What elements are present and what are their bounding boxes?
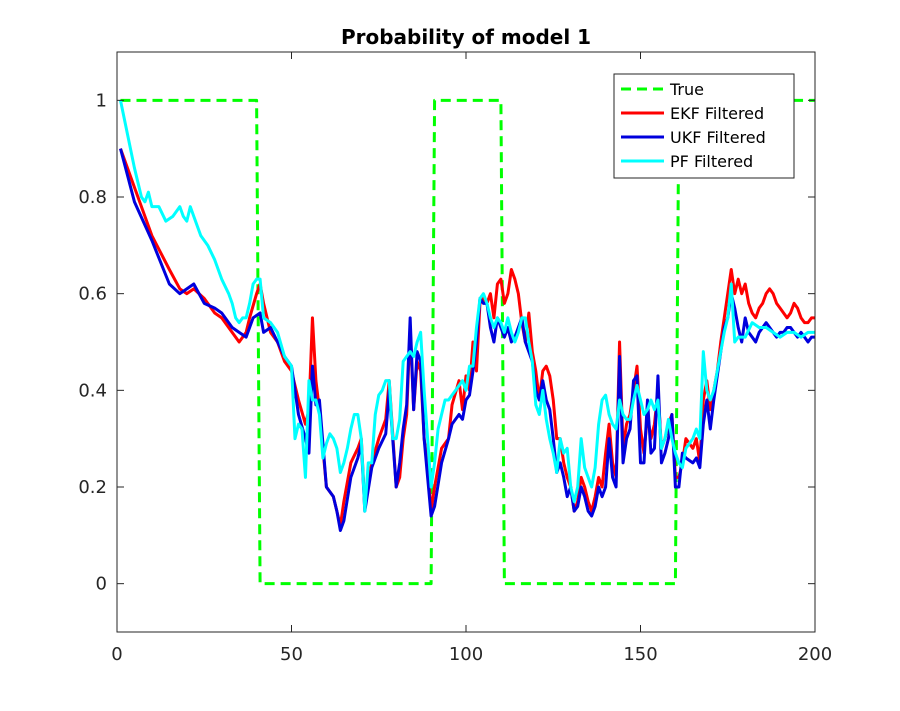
legend: True EKF Filtered UKF Filtered PF Filtered	[613, 73, 795, 179]
y-tick-label: 1	[96, 90, 107, 111]
x-tick-label: 0	[111, 644, 122, 665]
series-line-pf-filtered	[119, 100, 815, 513]
y-tick-label: 0.2	[78, 477, 107, 498]
x-tick-label: 150	[623, 644, 657, 665]
y-tick-label: 0.4	[78, 380, 107, 401]
legend-entry-label: True	[669, 80, 704, 99]
legend-entry-label: EKF Filtered	[670, 104, 764, 123]
x-tick-label: 50	[280, 644, 303, 665]
chart-title: Probability of model 1	[341, 25, 591, 49]
legend-entry-label: UKF Filtered	[670, 128, 766, 147]
y-tick-label: 0.8	[78, 187, 107, 208]
x-tick-label: 100	[449, 644, 483, 665]
y-tick-label: 0	[96, 574, 107, 595]
y-tick-label: 0.6	[78, 284, 107, 305]
x-tick-label: 200	[798, 644, 832, 665]
series-layer	[119, 98, 815, 586]
ticks-layer: 0 50 100 150 200 0 0.2 0.4 0.6 0.8 1	[78, 52, 832, 665]
series-line-true	[120, 98, 815, 586]
legend-entry-label: PF Filtered	[670, 152, 753, 171]
